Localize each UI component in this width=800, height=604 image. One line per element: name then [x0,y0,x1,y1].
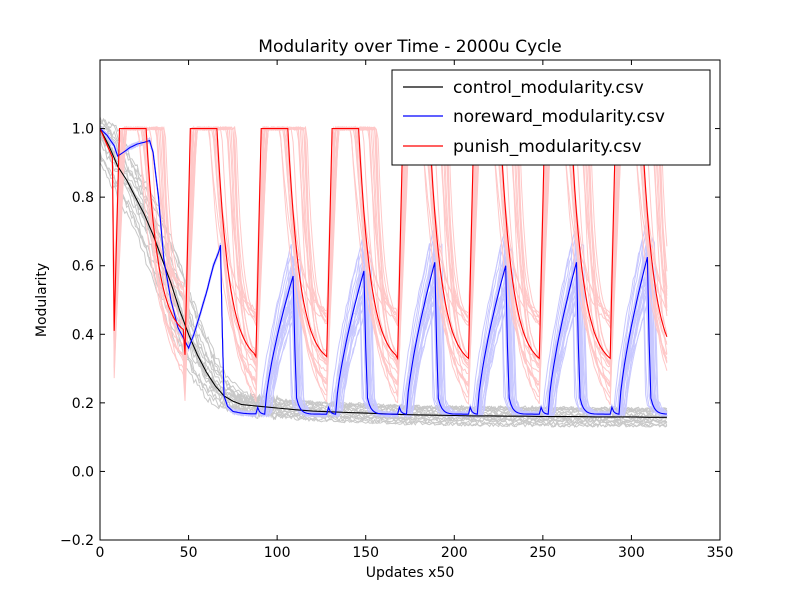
y-axis-label: Modularity [34,263,50,337]
y-axis-ticks: −0.2 0.0 0.2 0.4 0.6 0.8 1.0 [60,122,720,549]
x-tick-label: 150 [352,545,379,561]
y-tick-label: 0.0 [72,464,94,480]
y-tick-label: 0.4 [72,327,94,343]
control-replicate-line [100,119,668,413]
legend-box [391,69,711,166]
noreward-mean-line [100,128,667,415]
plot-area [100,116,668,429]
x-tick-label: 0 [96,545,105,561]
x-axis-label: Updates x50 [366,565,455,581]
legend-label-noreward: noreward_modularity.csv [453,107,665,127]
x-tick-label: 100 [264,545,291,561]
plot-frame [99,59,721,541]
y-tick-label: −0.2 [60,533,94,549]
legend: control_modularity.csv noreward_modulari… [391,69,711,166]
y-tick-label: 0.2 [72,396,94,412]
y-tick-label: 0.6 [72,259,94,275]
control-mean-line [100,128,667,418]
x-axis-ticks: 0 50 100 150 200 250 300 350 [96,60,734,561]
y-tick-label: 0.8 [72,190,94,206]
control-replicate-line [100,136,668,427]
x-tick-label: 200 [441,545,468,561]
y-tick-label: 1.0 [72,122,94,138]
x-tick-label: 300 [618,545,645,561]
legend-label-control: control_modularity.csv [453,78,644,98]
legend-label-punish: punish_modularity.csv [453,137,642,157]
x-tick-label: 350 [707,545,734,561]
x-tick-label: 250 [529,545,556,561]
chart-title: Modularity over Time - 2000u Cycle [258,37,561,57]
x-tick-label: 50 [180,545,198,561]
control-replicate-line [100,127,668,424]
